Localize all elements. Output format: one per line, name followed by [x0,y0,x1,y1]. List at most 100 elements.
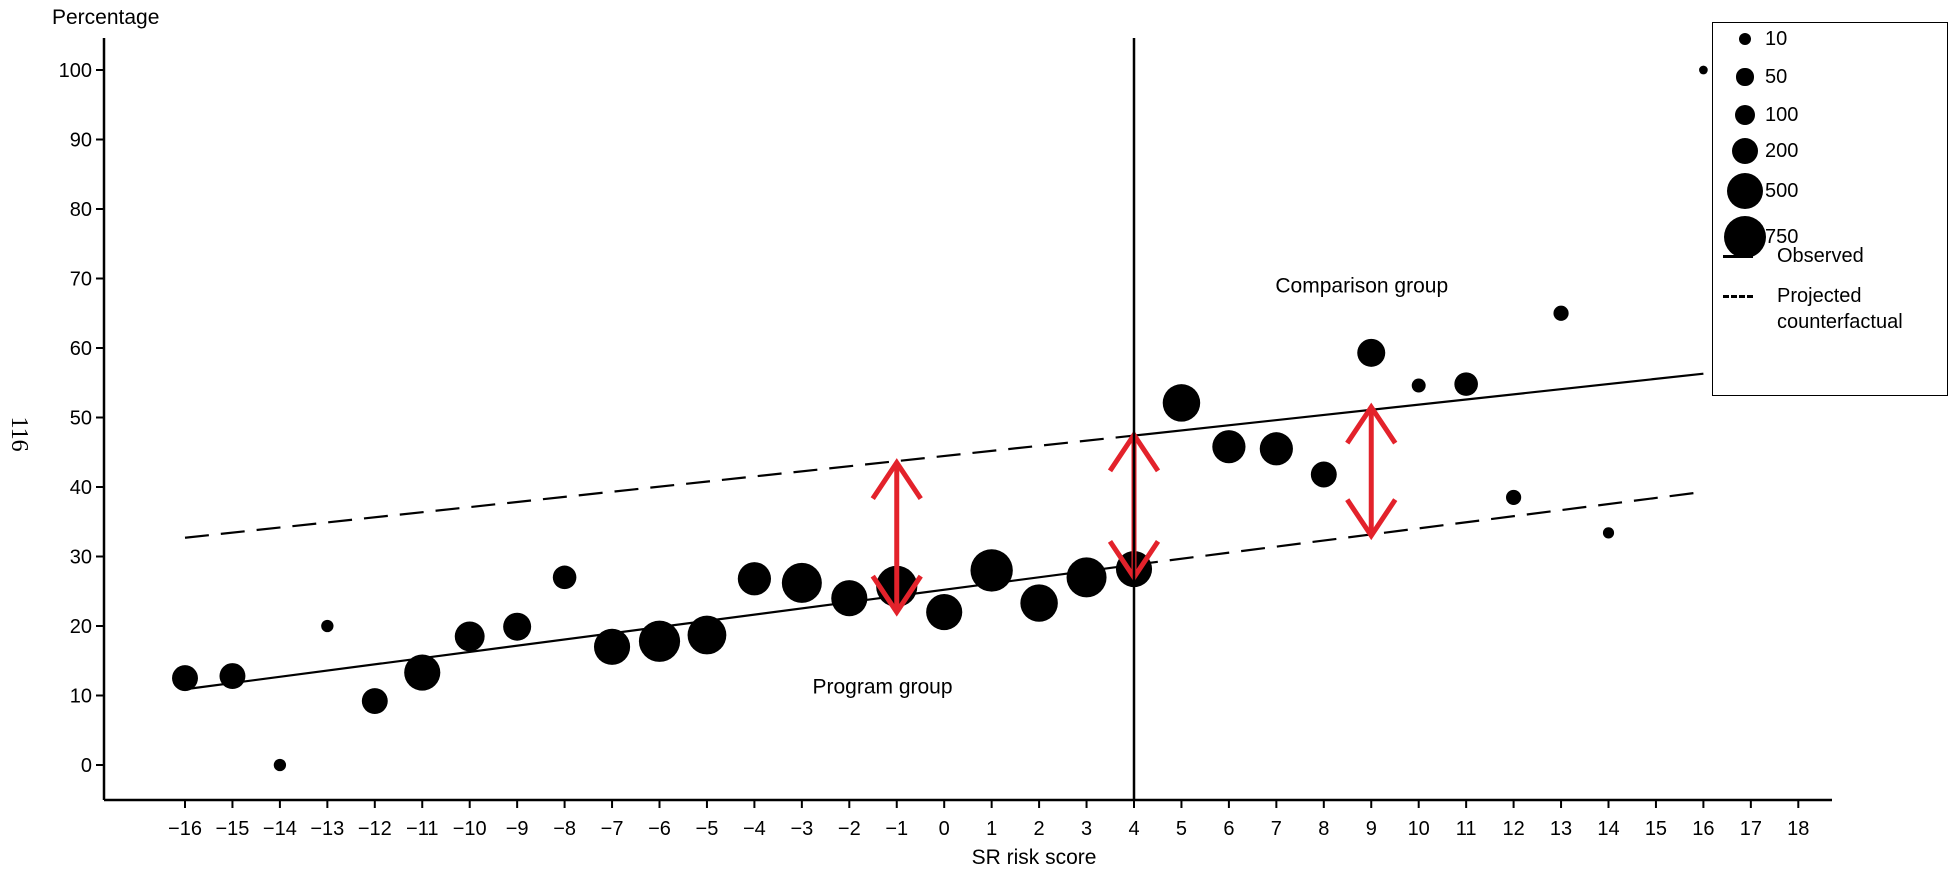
legend-size-dot [1723,215,1767,259]
y-tick-label: 30 [70,547,92,569]
data-point [1454,372,1478,396]
arrow-head-top [870,458,923,501]
projected-counterfactual-line [184,434,1135,539]
difference-arrow [870,458,923,617]
data-point [1162,384,1201,422]
projected-counterfactual-line [1133,490,1704,566]
data-point [1066,557,1107,598]
data-point [1357,338,1386,367]
legend-observed-entry: Observed [1713,243,1947,273]
x-tick-label: −6 [648,818,671,840]
legend-size-symbol [1713,19,1777,59]
legend-size-entry: 50 [1713,57,1947,97]
x-tick-label: 8 [1318,818,1329,840]
legend-size-dot [1726,172,1764,210]
legend-size-label: 100 [1765,104,1799,126]
x-tick-label: −15 [215,818,249,840]
x-tick-label: 13 [1550,818,1572,840]
legend-size-dot [1738,32,1752,46]
observed-line [1133,372,1704,437]
legend-size-label: 50 [1765,66,1788,88]
data-point [454,621,485,652]
data-point [970,549,1013,592]
x-tick-label: −16 [168,818,202,840]
data-point [273,758,287,772]
data-point [1020,584,1058,622]
x-tick-label: 11 [1456,818,1477,840]
data-point [1310,461,1337,488]
legend: 10 50 100 200 500 750 Observed Projected coun… [1712,22,1948,396]
data-point [638,620,681,662]
legend-observed-label: Observed [1777,245,1864,267]
data-point [1259,432,1293,466]
x-tick-label: −8 [553,818,576,840]
x-tick-label: −9 [506,818,529,840]
x-tick-label: −10 [453,818,487,840]
data-point [1506,489,1522,506]
y-tick-label: 100 [59,60,92,82]
data-point [687,615,727,655]
x-tick-label: −3 [790,818,813,840]
y-tick-label: 90 [70,130,92,152]
y-tick-label: 0 [81,755,92,777]
data-point [737,562,772,596]
x-tick-label: 4 [1128,818,1139,840]
x-tick-label: −13 [310,818,344,840]
x-tick-label: −14 [263,818,297,840]
data-point [593,628,631,665]
legend-projected-entry: Projected counterfactual [1713,283,1947,339]
y-tick-label: 50 [70,408,92,430]
legend-size-entry: 500 [1713,171,1947,211]
data-point [552,565,577,590]
dashed-line-swatch [1723,295,1753,298]
arrow-head-top [1345,402,1398,445]
x-tick-label: 18 [1787,818,1809,840]
trend-lines [184,372,1704,691]
x-tick-label: 17 [1740,818,1762,840]
x-tick-label: −7 [601,818,624,840]
x-tick-label: −2 [838,818,861,840]
program-group-label: Program group [812,675,952,698]
legend-size-entry: 750 [1713,215,1947,259]
legend-size-entry: 200 [1713,131,1947,171]
comparison-group-label: Comparison group [1275,274,1448,297]
data-points [172,65,1708,772]
x-tick-label: −1 [885,818,908,840]
legend-size-dot [1736,68,1754,86]
x-tick-label: 10 [1408,818,1430,840]
x-tick-label: 16 [1692,818,1714,840]
x-tick-label: −4 [743,818,766,840]
legend-size-symbol [1713,57,1777,97]
side-page-number: 116 [6,416,32,451]
data-point [1212,430,1246,464]
x-tick-label: 12 [1502,818,1524,840]
legend-size-symbol [1713,215,1777,259]
y-tick-label: 20 [70,616,92,638]
arrow-head-bottom [870,574,923,617]
y-tick-label: 40 [70,477,92,499]
data-point [503,612,532,641]
legend-size-label: 750 [1765,226,1799,248]
x-tick-label: 2 [1034,818,1045,840]
data-point [781,562,822,603]
x-tick-label: 6 [1223,818,1234,840]
x-tick-label: 15 [1645,818,1667,840]
data-point [1699,65,1708,75]
y-tick-label: 80 [70,199,92,221]
x-tick-label: 5 [1176,818,1187,840]
data-point [361,688,388,715]
data-point [404,654,441,691]
legend-size-dot [1732,138,1758,164]
data-point [831,580,868,617]
legend-size-label: 200 [1765,140,1799,162]
x-tick-label: −12 [358,818,392,840]
data-point [926,594,963,631]
x-axis-title: SR risk score [972,846,1097,869]
data-point [321,619,334,633]
legend-projected-label-line1: Projected [1777,285,1862,307]
data-point [1602,527,1615,539]
y-tick-label: 60 [70,338,92,360]
y-axis-title: Percentage [52,6,159,29]
legend-size-label: 500 [1765,180,1799,202]
